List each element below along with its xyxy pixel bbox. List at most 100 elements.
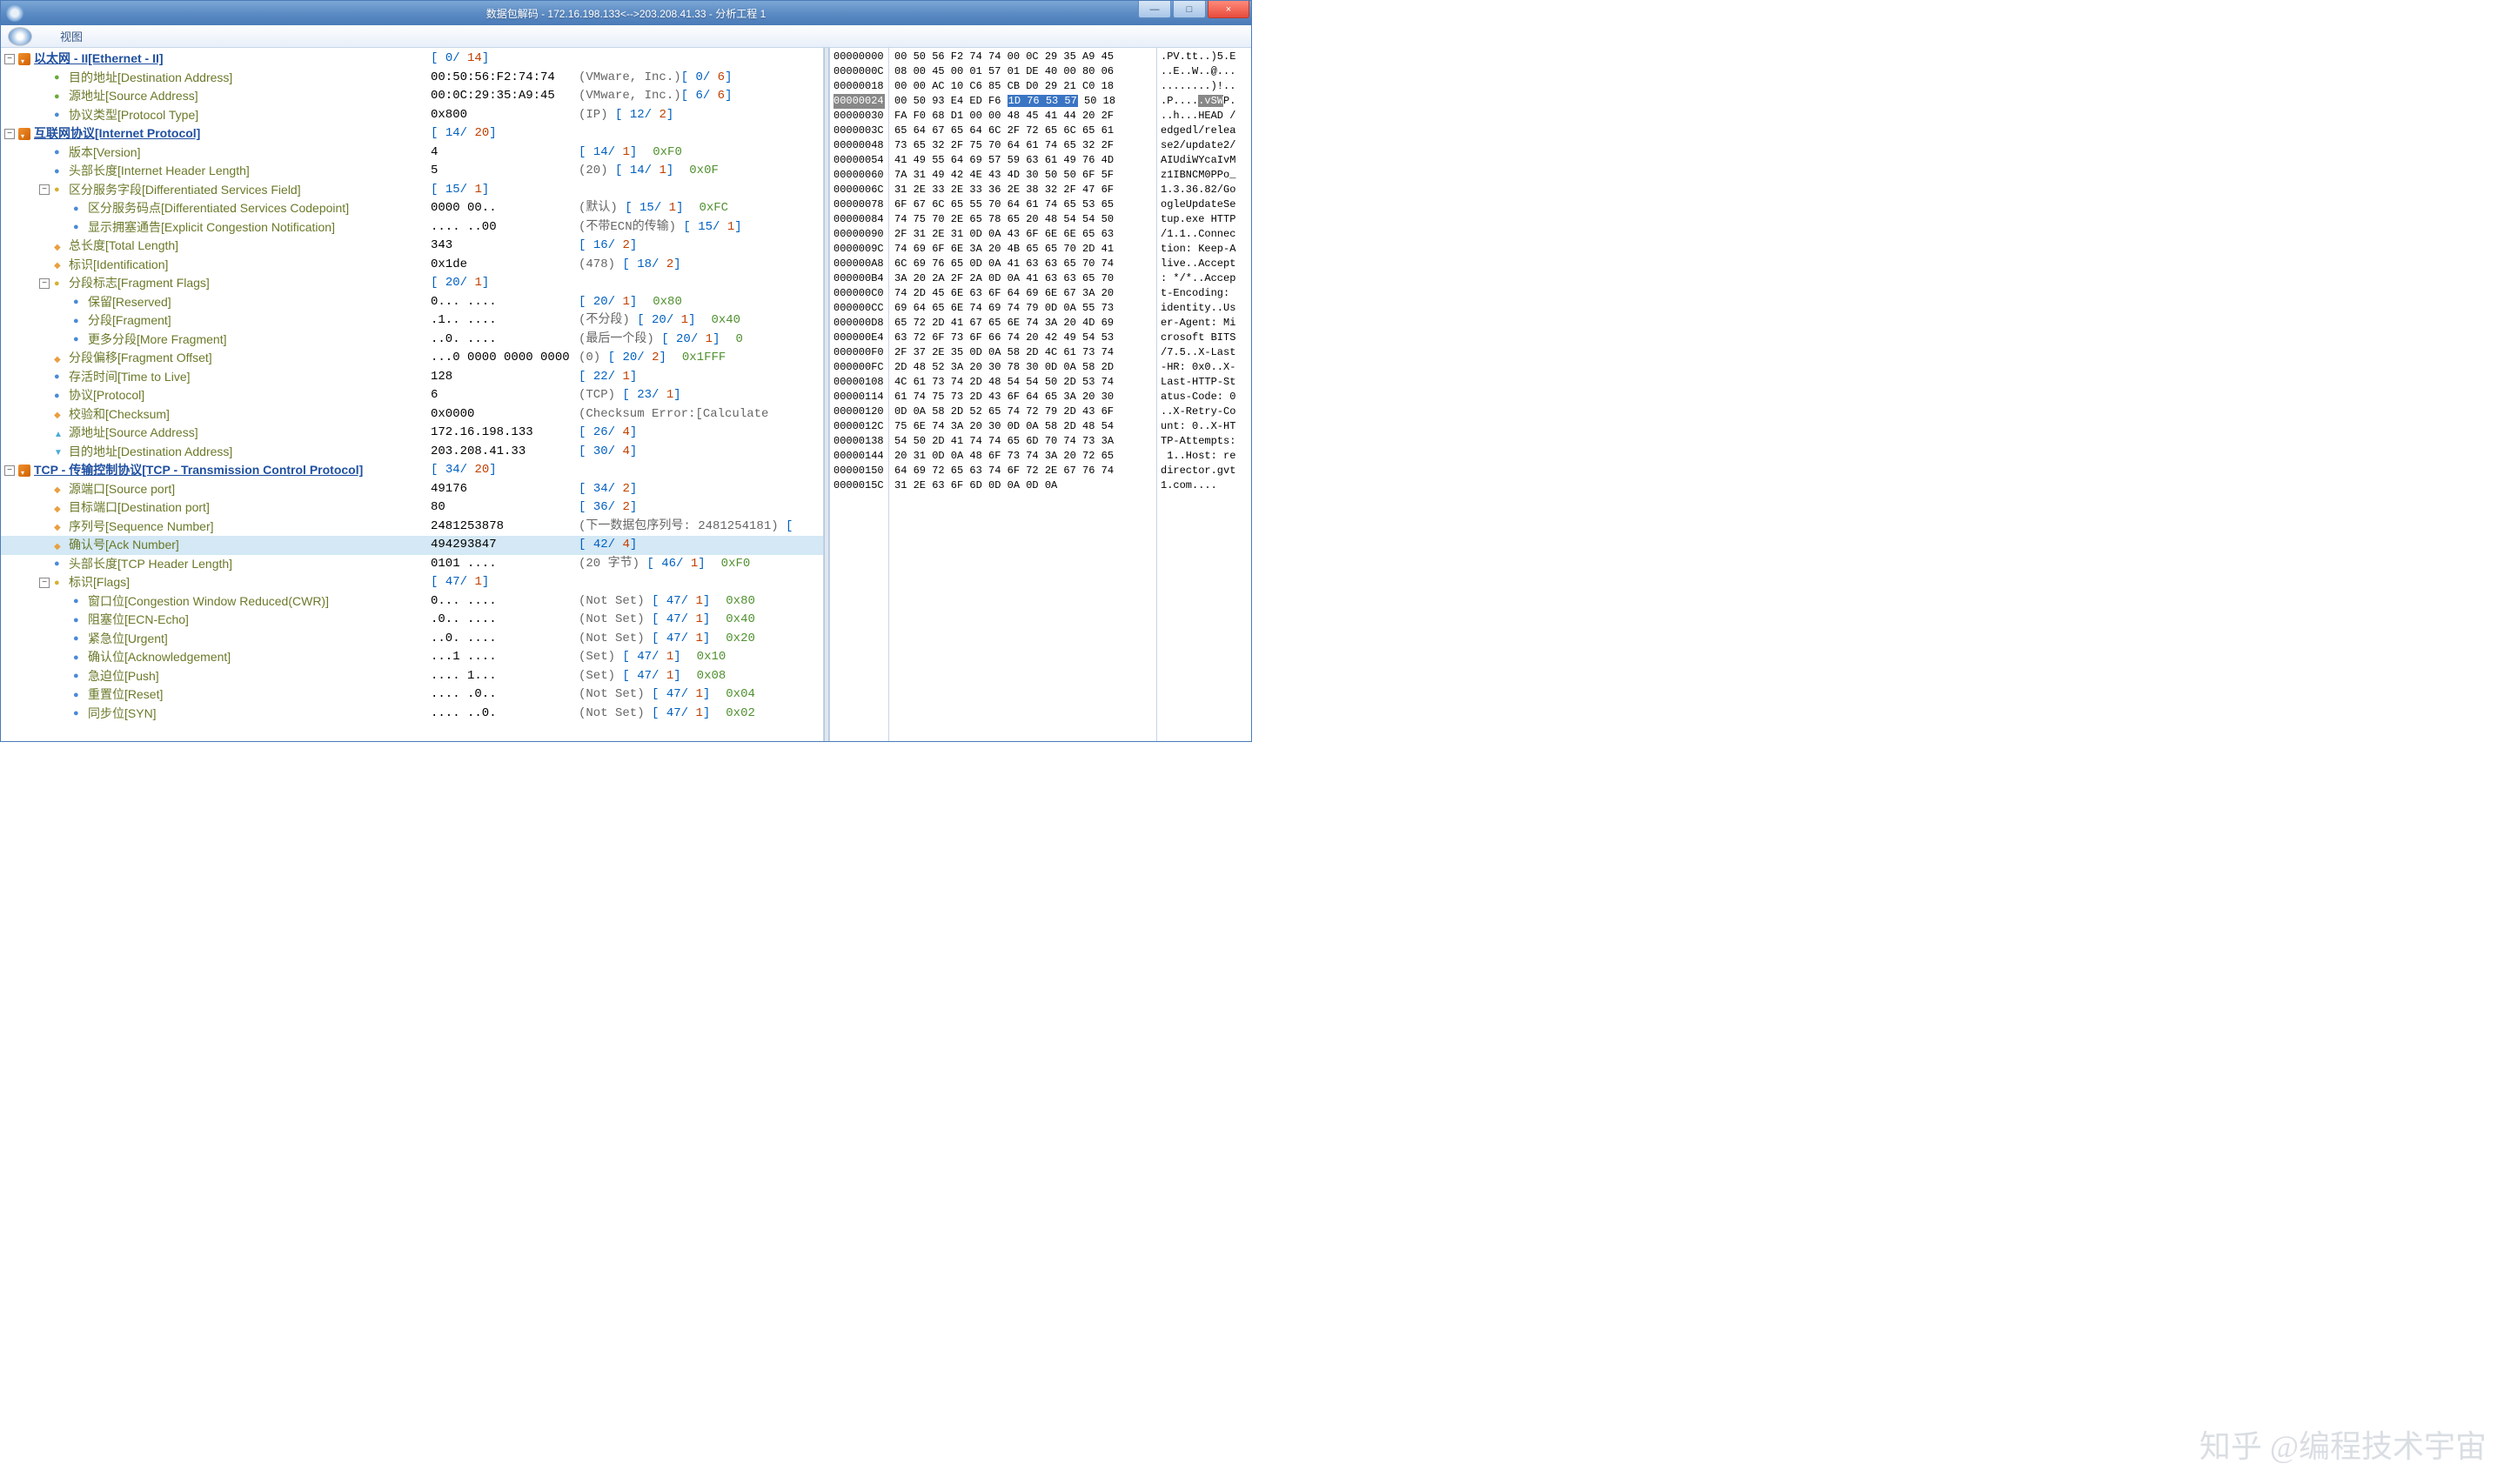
tree-row[interactable]: 头部长度[TCP Header Length]0101 ....(20 字节) …: [1, 555, 823, 574]
field-meta: (Not Set) [ 47/ 1]0x80: [579, 592, 755, 611]
close-button[interactable]: ×: [1208, 1, 1249, 18]
hex-bytes-row[interactable]: 65 72 2D 41 67 65 6E 74 3A 20 4D 69: [894, 316, 1151, 331]
hex-bytes-row[interactable]: 31 2E 33 2E 33 36 2E 38 32 2F 47 6F: [894, 183, 1151, 197]
tree-toggle[interactable]: −: [39, 278, 50, 289]
hex-bytes-row[interactable]: 0D 0A 58 2D 52 65 74 72 79 2D 43 6F: [894, 404, 1151, 419]
hex-bytes-row[interactable]: FA F0 68 D1 00 00 48 45 41 44 20 2F: [894, 109, 1151, 124]
tree-row[interactable]: −以太网 - II[Ethernet - II][ 0/ 14]: [1, 50, 823, 69]
protocol-tree-pane[interactable]: −以太网 - II[Ethernet - II][ 0/ 14]目的地址[Des…: [1, 48, 824, 741]
hex-bytes-row[interactable]: 65 64 67 65 64 6C 2F 72 65 6C 65 61: [894, 124, 1151, 138]
tree-toggle[interactable]: −: [39, 184, 50, 195]
tree-row[interactable]: 保留[Reserved]0... ....[ 20/ 1]0x80: [1, 293, 823, 312]
hex-bytes-row[interactable]: 74 69 6F 6E 3A 20 4B 65 65 70 2D 41: [894, 242, 1151, 257]
tree-row[interactable]: 源地址[Source Address]00:0C:29:35:A9:45(VMw…: [1, 87, 823, 106]
tree-row[interactable]: −分段标志[Fragment Flags][ 20/ 1]: [1, 274, 823, 293]
tree-toggle[interactable]: −: [39, 578, 50, 588]
hex-ascii-row: tup.exe HTTP: [1161, 212, 1248, 227]
tree-row[interactable]: 分段偏移[Fragment Offset]...0 0000 0000 0000…: [1, 349, 823, 368]
hex-bytes-row[interactable]: 74 2D 45 6E 63 6F 64 69 6E 67 3A 20: [894, 286, 1151, 301]
tree-row[interactable]: 标识[Identification]0x1de(478) [ 18/ 2]: [1, 256, 823, 275]
field-label: 更多分段[More Fragment]: [88, 332, 226, 346]
tree-row[interactable]: 目的地址[Destination Address]00:50:56:F2:74:…: [1, 69, 823, 88]
tree-row[interactable]: 版本[Version]4[ 14/ 1]0xF0: [1, 144, 823, 163]
field-label: 重置位[Reset]: [88, 687, 163, 701]
field-value: .... ..0.: [431, 705, 579, 723]
tree-row[interactable]: 确认位[Acknowledgement]...1 ....(Set) [ 47/…: [1, 648, 823, 667]
hex-offset: 00000078: [834, 197, 885, 212]
hex-bytes-row[interactable]: 08 00 45 00 01 57 01 DE 40 00 80 06: [894, 64, 1151, 79]
hex-dump-pane[interactable]: 000000000000000C000000180000002400000030…: [829, 48, 1251, 741]
tree-row[interactable]: 目标端口[Destination port]80[ 36/ 2]: [1, 498, 823, 518]
hex-bytes-row[interactable]: 7A 31 49 42 4E 43 4D 30 50 50 6F 5F: [894, 168, 1151, 183]
field-label: 存活时间[Time to Live]: [69, 370, 191, 384]
tree-row[interactable]: −TCP - 传输控制协议[TCP - Transmission Control…: [1, 461, 823, 480]
hex-bytes-row[interactable]: 2F 31 2E 31 0D 0A 43 6F 6E 6E 65 63: [894, 227, 1151, 242]
menu-view[interactable]: 视图: [50, 24, 93, 48]
hex-bytes-row[interactable]: 61 74 75 73 2D 43 6F 64 65 3A 20 30: [894, 390, 1151, 404]
hex-bytes-row[interactable]: 75 6E 74 3A 20 30 0D 0A 58 2D 48 54: [894, 419, 1151, 434]
field-value: 80: [431, 498, 579, 517]
field-blue-icon: [53, 558, 65, 570]
hex-bytes-row[interactable]: 6C 69 76 65 0D 0A 41 63 63 65 70 74: [894, 257, 1151, 271]
tree-row[interactable]: 急迫位[Push].... 1...(Set) [ 47/ 1]0x08: [1, 667, 823, 686]
hex-bytes-row[interactable]: 00 00 AC 10 C6 85 CB D0 29 21 C0 18: [894, 79, 1151, 94]
tree-row[interactable]: 窗口位[Congestion Window Reduced(CWR)]0... …: [1, 592, 823, 612]
hex-bytes-row[interactable]: 2D 48 52 3A 20 30 78 30 0D 0A 58 2D: [894, 360, 1151, 375]
field-value: 0... ....: [431, 592, 579, 611]
tree-row[interactable]: 总长度[Total Length]343[ 16/ 2]: [1, 237, 823, 256]
hex-offset: 0000006C: [834, 183, 885, 197]
hex-bytes-row[interactable]: 54 50 2D 41 74 74 65 6D 70 74 73 3A: [894, 434, 1151, 449]
app-logo-icon: [8, 27, 32, 46]
hex-ascii-row: tion: Keep-A: [1161, 242, 1248, 257]
hex-bytes-row[interactable]: 41 49 55 64 69 57 59 63 61 49 76 4D: [894, 153, 1151, 168]
field-value: 494293847: [431, 536, 579, 554]
tree-toggle[interactable]: −: [4, 465, 15, 476]
titlebar[interactable]: 数据包解码 - 172.16.198.133<-->203.208.41.33 …: [1, 1, 1251, 25]
tree-row[interactable]: 更多分段[More Fragment]..0. ....(最后一个段) [ 20…: [1, 331, 823, 350]
hex-bytes-column: 00 50 56 F2 74 74 00 0C 29 35 A9 4508 00…: [889, 48, 1157, 741]
tree-row[interactable]: 确认号[Ack Number]494293847[ 42/ 4]: [1, 536, 823, 555]
hex-bytes-row[interactable]: 64 69 72 65 63 74 6F 72 2E 67 76 74: [894, 464, 1151, 478]
minimize-button[interactable]: —: [1138, 1, 1171, 18]
hex-bytes-row[interactable]: 20 31 0D 0A 48 6F 73 74 3A 20 72 65: [894, 449, 1151, 464]
hex-bytes-row[interactable]: 6F 67 6C 65 55 70 64 61 74 65 53 65: [894, 197, 1151, 212]
tree-row[interactable]: −区分服务字段[Differentiated Services Field][ …: [1, 181, 823, 200]
tree-row[interactable]: 源端口[Source port]49176[ 34/ 2]: [1, 480, 823, 499]
tree-row[interactable]: 头部长度[Internet Header Length]5(20) [ 14/ …: [1, 162, 823, 181]
hex-bytes-row[interactable]: 31 2E 63 6F 6D 0D 0A 0D 0A: [894, 478, 1151, 493]
hex-offset: 00000000: [834, 50, 885, 64]
tree-row[interactable]: −互联网协议[Internet Protocol][ 14/ 20]: [1, 124, 823, 144]
hex-bytes-row[interactable]: 2F 37 2E 35 0D 0A 58 2D 4C 61 73 74: [894, 345, 1151, 360]
tree-row[interactable]: 分段[Fragment].1.. ....(不分段) [ 20/ 1]0x40: [1, 311, 823, 331]
tree-row[interactable]: 重置位[Reset].... .0..(Not Set) [ 47/ 1]0x0…: [1, 685, 823, 705]
field-label: 目的地址[Destination Address]: [69, 70, 232, 84]
tree-row[interactable]: 目的地址[Destination Address]203.208.41.33[ …: [1, 443, 823, 462]
tree-row[interactable]: 存活时间[Time to Live]128[ 22/ 1]: [1, 368, 823, 387]
hex-ascii-row: 1..Host: re: [1161, 449, 1248, 464]
field-blue-icon: [72, 614, 84, 626]
tree-row[interactable]: 校验和[Checksum]0x0000(Checksum Error:[Calc…: [1, 405, 823, 424]
hex-bytes-row[interactable]: 63 72 6F 73 6F 66 74 20 42 49 54 53: [894, 331, 1151, 345]
maximize-button[interactable]: □: [1173, 1, 1206, 18]
tree-toggle[interactable]: −: [4, 129, 15, 139]
tree-row[interactable]: 区分服务码点[Differentiated Services Codepoint…: [1, 199, 823, 218]
tree-row[interactable]: 阻塞位[ECN-Echo].0.. ....(Not Set) [ 47/ 1]…: [1, 611, 823, 630]
hex-bytes-row[interactable]: 00 50 56 F2 74 74 00 0C 29 35 A9 45: [894, 50, 1151, 64]
tree-row[interactable]: 协议类型[Protocol Type]0x800(IP) [ 12/ 2]: [1, 106, 823, 125]
tree-toggle[interactable]: −: [4, 54, 15, 64]
tree-row[interactable]: 显示拥塞通告[Explicit Congestion Notification]…: [1, 218, 823, 237]
hex-bytes-row[interactable]: 74 75 70 2E 65 78 65 20 48 54 54 50: [894, 212, 1151, 227]
tree-row[interactable]: 序列号[Sequence Number]2481253878(下一数据包序列号:…: [1, 518, 823, 537]
tree-row[interactable]: 协议[Protocol]6(TCP) [ 23/ 1]: [1, 386, 823, 405]
protocol-label: 互联网协议[Internet Protocol]: [34, 126, 200, 140]
field-src-icon: [53, 427, 65, 439]
tree-row[interactable]: 源地址[Source Address]172.16.198.133[ 26/ 4…: [1, 424, 823, 443]
tree-row[interactable]: −标识[Flags][ 47/ 1]: [1, 573, 823, 592]
hex-bytes-row[interactable]: 73 65 32 2F 75 70 64 61 74 65 32 2F: [894, 138, 1151, 153]
hex-bytes-row[interactable]: 69 64 65 6E 74 69 74 79 0D 0A 55 73: [894, 301, 1151, 316]
tree-row[interactable]: 同步位[SYN].... ..0.(Not Set) [ 47/ 1]0x02: [1, 705, 823, 724]
hex-bytes-row[interactable]: 00 50 93 E4 ED F6 1D 76 53 57 50 18: [894, 94, 1151, 109]
tree-row[interactable]: 紧急位[Urgent]..0. ....(Not Set) [ 47/ 1]0x…: [1, 630, 823, 649]
hex-bytes-row[interactable]: 3A 20 2A 2F 2A 0D 0A 41 63 63 65 70: [894, 271, 1151, 286]
hex-bytes-row[interactable]: 4C 61 73 74 2D 48 54 54 50 2D 53 74: [894, 375, 1151, 390]
